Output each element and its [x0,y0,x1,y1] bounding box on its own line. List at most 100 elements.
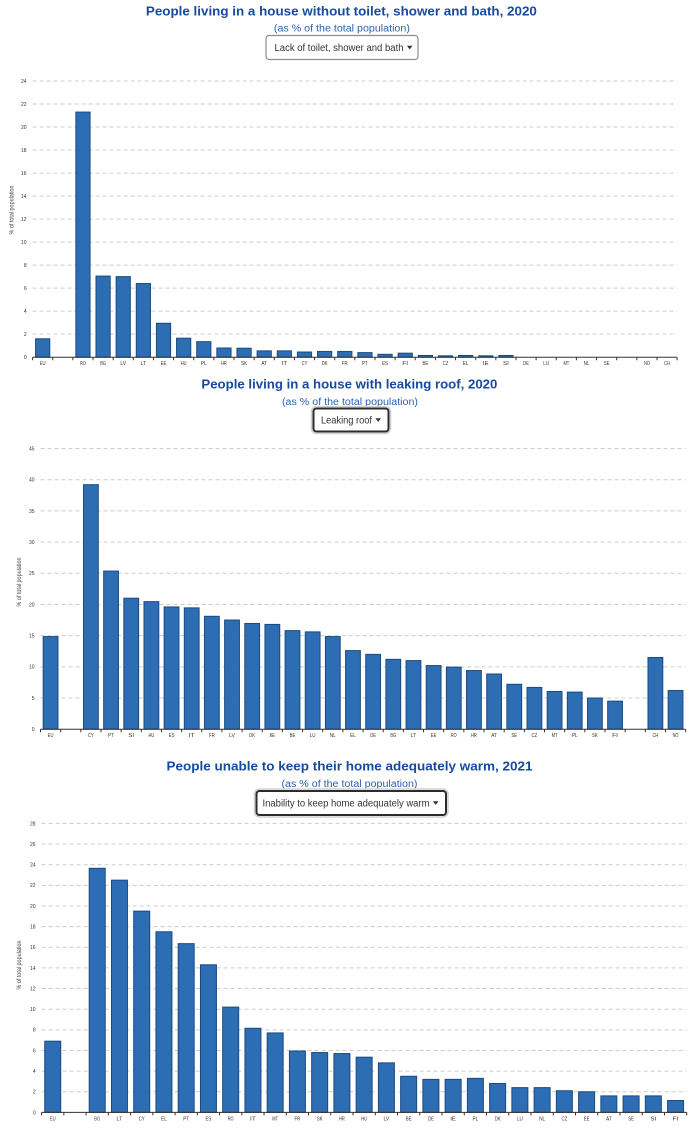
svg-text:Inability to keep home adequat: Inability to keep home adequately warm [263,799,430,810]
svg-text:LV: LV [384,1116,390,1122]
svg-text:CY: CY [139,1116,145,1122]
svg-text:BE: BE [406,1116,412,1122]
svg-text:HR: HR [221,361,227,367]
svg-text:SK: SK [241,361,247,367]
svg-text:DE: DE [370,733,376,739]
svg-text:CY: CY [88,733,94,739]
svg-text:MT: MT [563,361,569,367]
svg-text:LV: LV [229,733,235,739]
svg-text:CZ: CZ [561,1116,567,1122]
svg-text:CH: CH [664,361,670,367]
svg-text:PL: PL [201,361,207,367]
svg-text:FR: FR [342,361,348,367]
svg-text:45: 45 [29,446,35,452]
svg-text:HR: HR [471,733,477,739]
svg-text:PT: PT [362,361,368,367]
svg-text:Leaking roof: Leaking roof [321,416,372,427]
svg-text:MT: MT [272,1116,278,1122]
svg-text:DE: DE [428,1116,434,1122]
svg-text:EE: EE [431,733,437,739]
svg-text:18: 18 [21,148,27,154]
svg-text:BE: BE [422,361,428,367]
svg-text:0: 0 [32,727,35,733]
svg-text:20: 20 [29,602,35,608]
svg-text:2: 2 [24,332,27,338]
svg-text:BE: BE [290,733,296,739]
svg-text:ES: ES [206,1116,212,1122]
svg-text:10: 10 [30,1007,36,1013]
svg-text:15: 15 [29,634,35,640]
svg-text:12: 12 [30,986,36,992]
svg-text:DK: DK [322,361,328,367]
svg-text:FR: FR [209,733,215,739]
svg-text:HU: HU [148,733,154,739]
svg-text:EE: EE [161,361,167,367]
svg-text:LU: LU [310,733,316,739]
svg-text:14: 14 [21,194,27,200]
svg-text:IT: IT [281,361,288,367]
svg-text:35: 35 [29,509,35,515]
svg-text:16: 16 [21,171,27,177]
svg-text:LT: LT [411,733,417,739]
svg-text:4: 4 [24,309,27,315]
svg-text:LU: LU [517,1116,523,1122]
svg-text:IT: IT [250,1116,257,1122]
svg-text:IT: IT [189,733,196,739]
svg-text:4: 4 [33,1069,36,1075]
svg-text:PL: PL [472,1116,478,1122]
svg-text:PT: PT [108,733,114,739]
svg-text:People unable to keep their ho: People unable to keep their home adequat… [167,758,533,773]
svg-text:RO: RO [228,1116,234,1122]
svg-text:EU: EU [40,361,46,367]
svg-text:10: 10 [21,240,27,246]
svg-text:SE: SE [628,1116,634,1122]
svg-text:NO: NO [673,733,679,739]
svg-text:BG: BG [100,361,106,367]
svg-text:22: 22 [30,883,36,889]
svg-text:CY: CY [302,361,308,367]
svg-text:Lack of toilet, shower and bat: Lack of toilet, shower and bath [275,43,404,54]
svg-text:SK: SK [317,1116,323,1122]
svg-text:NO: NO [644,361,650,367]
svg-text:EU: EU [50,1116,56,1122]
svg-text:8: 8 [24,263,27,269]
svg-text:MT: MT [552,733,558,739]
svg-text:20: 20 [30,904,36,910]
svg-text:FI: FI [402,361,408,367]
svg-text:28: 28 [30,821,36,827]
svg-text:FI: FI [673,1116,679,1122]
svg-text:SI: SI [503,361,509,367]
svg-text:EU: EU [48,733,54,739]
svg-text:IE: IE [269,733,275,739]
svg-text:SI: SI [128,733,134,739]
svg-text:DK: DK [495,1116,501,1122]
svg-text:RO: RO [451,733,457,739]
svg-text:22: 22 [21,102,27,108]
svg-text:PL: PL [572,733,578,739]
svg-text:ES: ES [382,361,388,367]
svg-text:0: 0 [33,1110,36,1116]
svg-text:DK: DK [249,733,255,739]
svg-text:AT: AT [491,733,497,739]
svg-text:EL: EL [463,361,469,367]
svg-text:16: 16 [30,945,36,951]
svg-text:HR: HR [339,1116,345,1122]
svg-text:LU: LU [543,361,549,367]
svg-text:30: 30 [29,540,35,546]
svg-text:LV: LV [120,361,126,367]
svg-text:ES: ES [169,733,175,739]
svg-text:CH: CH [652,733,658,739]
svg-text:HU: HU [181,361,187,367]
svg-text:IE: IE [450,1116,456,1122]
svg-text:HU: HU [361,1116,367,1122]
svg-text:EL: EL [350,733,356,739]
svg-text:10: 10 [29,665,35,671]
svg-text:40: 40 [29,478,35,484]
svg-text:(as % of the total population): (as % of the total population) [274,23,410,34]
svg-text:CZ: CZ [532,733,538,739]
svg-text:DE: DE [523,361,529,367]
svg-text:EE: EE [584,1116,590,1122]
svg-text:BG: BG [390,733,396,739]
svg-text:People living in a house witho: People living in a house without toilet,… [146,3,537,18]
svg-text:24: 24 [21,79,27,85]
